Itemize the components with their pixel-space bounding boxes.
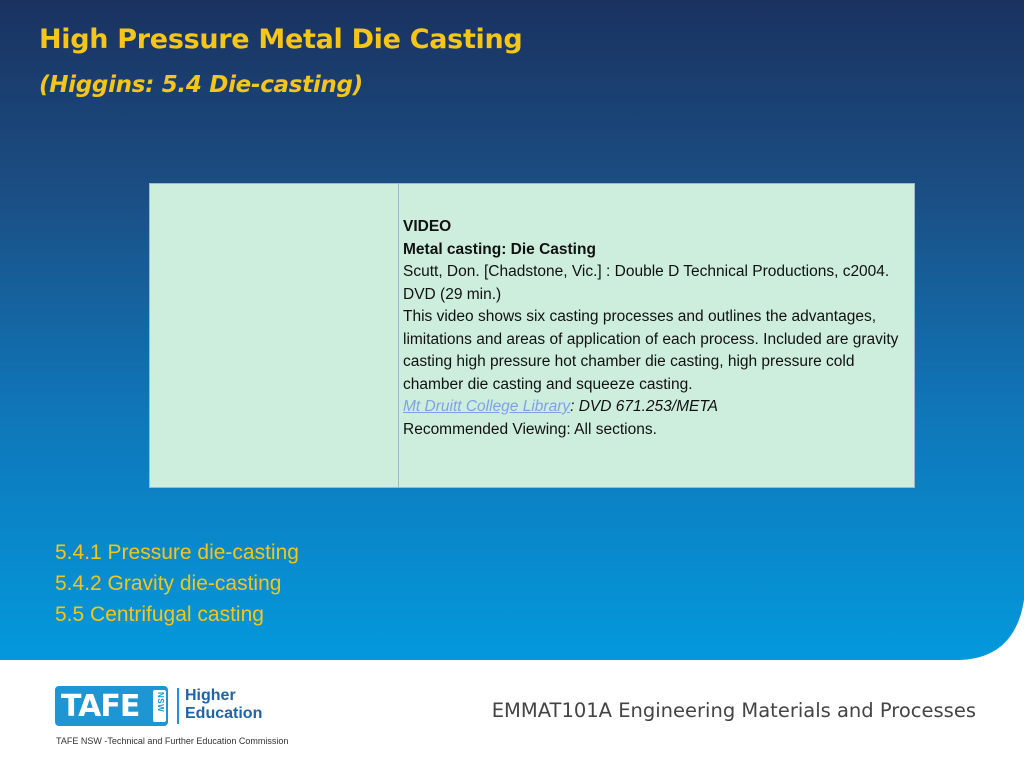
logo-nsw-tab [153,690,166,722]
video-title: Metal casting: Die Casting [403,240,596,258]
section-item: 5.4.2 Gravity die-casting [55,572,282,595]
video-publication: Scutt, Don. [Chadstone, Vic.] : Double D… [403,263,890,303]
logo-education-text: Education [185,705,263,722]
logo-tafe-box [55,686,168,726]
video-thumbnail-cell [150,184,399,487]
recommended-viewing: Recommended Viewing: All sections. [403,420,657,438]
footer-curve [0,600,1024,768]
video-info-table: VIDEO Metal casting: Die Casting Scutt, … [149,183,915,488]
section-list: 5.4.1 Pressure die-casting 5.4.2 Gravity… [55,537,299,630]
video-info-cell: VIDEO Metal casting: Die Casting Scutt, … [399,184,914,487]
video-description: This video shows six casting processes a… [403,308,899,393]
slide-subtitle: (Higgins: 5.4 Die-casting) [39,72,363,98]
tafe-higher-education-logo: TAFE NSW Higher Education [55,686,275,728]
slide-title: High Pressure Metal Die Casting [39,24,523,55]
call-number: : DVD 671.253/META [570,398,718,415]
logo-divider [177,688,179,724]
logo-nsw-text: NSW [156,692,165,713]
section-item: 5.4.1 Pressure die-casting [55,541,299,564]
logo-tafe-text: TAFE [61,689,140,724]
logo-higher-text: Higher [185,687,236,704]
organization-name: TAFE NSW -Technical and Further Educatio… [56,736,289,746]
course-title: EMMAT101A Engineering Materials and Proc… [491,699,976,722]
video-location: Mt Druitt College Library: DVD 671.253/M… [403,396,906,419]
video-heading: VIDEO [403,218,452,235]
section-item: 5.5 Centrifugal casting [55,603,264,626]
library-link[interactable]: Mt Druitt College Library [403,398,571,415]
